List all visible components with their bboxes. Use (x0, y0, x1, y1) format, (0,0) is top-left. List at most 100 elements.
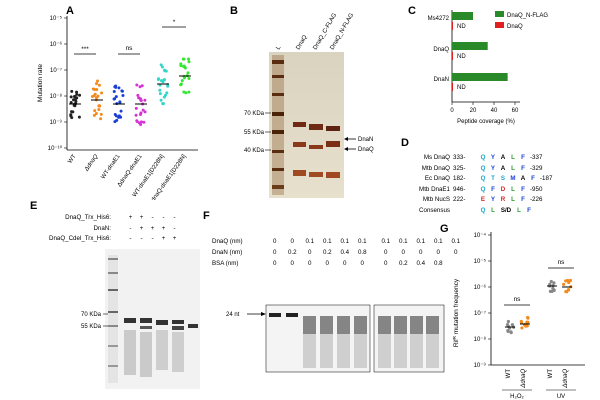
panel-g-point (566, 278, 570, 283)
panel-b-lane-label: L (276, 45, 283, 51)
panel-f-cell: 0.2 (322, 249, 332, 256)
panel-f-cell: 0.4 (416, 260, 426, 267)
alignment-residue: F (521, 164, 525, 172)
panel-a-point (179, 82, 183, 86)
panel-b-marker-label: 40 KDa (244, 148, 265, 154)
panel-a-point (138, 85, 142, 89)
panel-g-point (548, 282, 552, 286)
alignment-residue: L (517, 206, 521, 214)
panel-letter-g: G (440, 223, 449, 235)
alignment-name: Mtb DnaQ (421, 164, 450, 172)
panel-e-row-label: DnaN: (93, 224, 111, 232)
panel-g-ytick: 10⁻⁴ (474, 232, 487, 239)
panel-c-bar-chart: Ms4272 DnaQ DnaN ND ND ND DnaQ_N-FLAG Dn… (428, 10, 548, 125)
panel-f-cell: 0 (308, 260, 312, 267)
alignment-residue: L (511, 154, 515, 161)
panel-a-point (75, 90, 79, 94)
panel-a-point (134, 106, 138, 110)
panel-g-point (506, 319, 510, 324)
panel-g-point (520, 326, 524, 330)
panel-f-cell: 0 (290, 238, 294, 245)
alignment-residue: S (500, 175, 506, 182)
alignment-residue: F (521, 196, 525, 203)
panel-a-point (134, 113, 138, 117)
panel-a-point (159, 79, 163, 83)
alignment-name: Ms DnaQ (423, 154, 450, 161)
panel-g-xlabel: WT (548, 369, 554, 379)
panel-c-bar-dnaq-n-flag (452, 12, 473, 20)
panel-a-sig-3: * (173, 19, 176, 26)
panel-d-alignment: Ms DnaQ 333- Q Y A L F -337 Mtb DnaQ 325- Q Y A L F -32… (388, 153, 564, 216)
alignment-residue: E (480, 196, 486, 203)
panel-f-cell: 0 (273, 238, 277, 245)
panel-a-point (159, 98, 163, 102)
alignment-residue: A (500, 164, 506, 172)
alignment-residue: F (521, 154, 525, 161)
panel-e-cell: + (139, 224, 144, 232)
panel-e-marker-label: 70 KDa (81, 312, 102, 318)
panel-g-yticks: 10⁻⁴ 10⁻⁵ 10⁻⁶ 10⁻⁷ 10⁻⁸ 10⁻⁹ (474, 232, 491, 369)
panel-a-point (94, 112, 98, 116)
panel-e-cell: + (139, 214, 144, 221)
panel-a-point (121, 94, 125, 98)
panel-a-data-points (69, 57, 191, 127)
panel-f-cell: 0.1 (398, 238, 408, 245)
panel-c-category: DnaQ (433, 47, 449, 53)
panel-c-xtick: 0 (450, 108, 454, 114)
panel-c-nd: ND (457, 85, 466, 91)
panel-f-cell: 0.1 (433, 238, 443, 245)
panel-f-cell: 0.8 (433, 260, 443, 267)
panel-c-bar-dnaq-n-flag (452, 73, 508, 81)
panel-g-point (509, 330, 513, 334)
alignment-residue: D (500, 185, 506, 193)
panel-e-cell: + (161, 235, 166, 242)
alignment-row: Mtb DnaQ 325- Q Y A L F -329 (388, 164, 564, 175)
panel-a-point (156, 78, 160, 82)
panel-f-cell: 0 (308, 249, 312, 256)
panel-g-sig: ns (514, 296, 522, 303)
alignment-residue: R (500, 196, 506, 203)
panel-a-point (95, 87, 99, 91)
panel-c-xtick: 40 (491, 108, 498, 114)
panel-c-nd: ND (457, 54, 466, 60)
panel-a-point (114, 114, 118, 118)
panel-a-ytick: 10⁻⁷ (50, 67, 62, 74)
panel-a-point (77, 115, 81, 119)
panel-c-legend-swatch (495, 22, 504, 28)
panel-a-point (182, 57, 186, 61)
panel-e-cell: - (129, 224, 132, 232)
panel-g-xlabel: ΔdnaQ (563, 369, 569, 389)
panel-letter-a: A (66, 5, 74, 17)
panel-f-cell: 0 (290, 260, 294, 267)
panel-f-row: DnaN (nm) 0 0.2 0 0.2 0.4 0.8 0 0 0 0 0 (212, 247, 465, 258)
panel-f-cell: 0 (419, 249, 423, 256)
panel-g-point (566, 287, 571, 292)
panel-g-point (526, 320, 530, 324)
panel-a-point (139, 120, 143, 124)
alignment-residue: F (531, 175, 535, 182)
panel-g-point (550, 289, 554, 293)
panel-e-cell: + (150, 224, 155, 232)
panel-g-point (549, 279, 553, 284)
panel-a-point (158, 88, 162, 92)
panel-a-point (100, 91, 104, 95)
panel-c-xtick: 60 (512, 108, 519, 114)
panel-c-bar-dnaq (452, 22, 453, 30)
panel-f-cell: 0.1 (416, 238, 426, 245)
panel-a-point (112, 90, 116, 94)
panel-a-point (158, 92, 162, 96)
panel-e-row: DnaQ_Cdel_Trx_His6: - - - + + (38, 234, 180, 245)
panel-g-point (525, 324, 529, 328)
alignment-name: Consensus (419, 206, 450, 214)
panel-a-point (161, 102, 165, 106)
panel-a-point (75, 92, 79, 96)
alignment-residue: F (521, 185, 525, 193)
panel-a-point (181, 64, 185, 68)
panel-g-ytick: 10⁻⁷ (474, 310, 486, 317)
panel-a-point (183, 66, 187, 70)
alignment-start: 333- (453, 154, 466, 161)
alignment-name: Mtb DnaE1 (419, 185, 450, 193)
